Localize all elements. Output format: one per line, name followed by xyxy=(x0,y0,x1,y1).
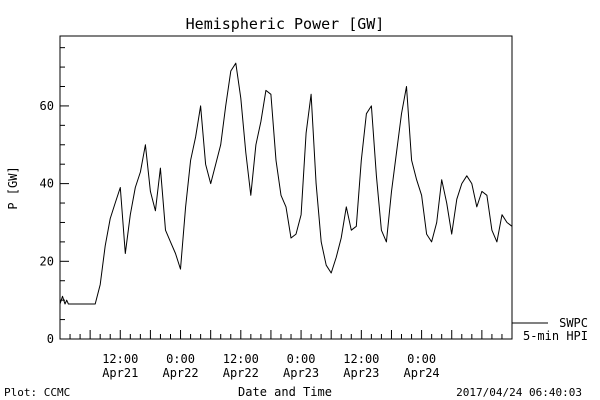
legend-label-5min-hpi: 5-min HPI xyxy=(523,329,588,343)
x-tick-date: Apr22 xyxy=(162,366,198,380)
x-tick-time: 0:00 xyxy=(166,352,195,366)
x-tick-time: 12:00 xyxy=(223,352,259,366)
x-tick-date: Apr22 xyxy=(223,366,259,380)
y-tick-label: 60 xyxy=(40,99,54,113)
chart-title: Hemispheric Power [GW] xyxy=(186,15,385,33)
timestamp: 2017/04/24 06:40:03 xyxy=(456,386,582,399)
y-tick-label: 20 xyxy=(40,254,54,268)
x-tick-date: Apr21 xyxy=(102,366,138,380)
x-axis: 12:00Apr210:00Apr2212:00Apr220:00Apr2312… xyxy=(59,330,513,380)
y-tick-label: 0 xyxy=(47,332,54,346)
x-tick-time: 0:00 xyxy=(407,352,436,366)
y-axis: 0 20 40 60 xyxy=(40,47,69,346)
series-line-swpc xyxy=(59,62,513,305)
x-tick-time: 12:00 xyxy=(343,352,379,366)
plot-credit: Plot: CCMC xyxy=(4,386,70,399)
x-tick-date: Apr24 xyxy=(404,366,440,380)
legend-label-swpc: SWPC xyxy=(559,316,588,330)
y-tick-label: 40 xyxy=(40,177,54,191)
x-tick-time: 0:00 xyxy=(287,352,316,366)
x-tick-date: Apr23 xyxy=(343,366,379,380)
x-tick-time: 12:00 xyxy=(102,352,138,366)
y-axis-label: P [GW] xyxy=(6,166,20,209)
series-layer xyxy=(59,62,513,305)
plot-frame xyxy=(59,35,513,340)
x-axis-label: Date and Time xyxy=(238,385,332,399)
x-tick-date: Apr23 xyxy=(283,366,319,380)
